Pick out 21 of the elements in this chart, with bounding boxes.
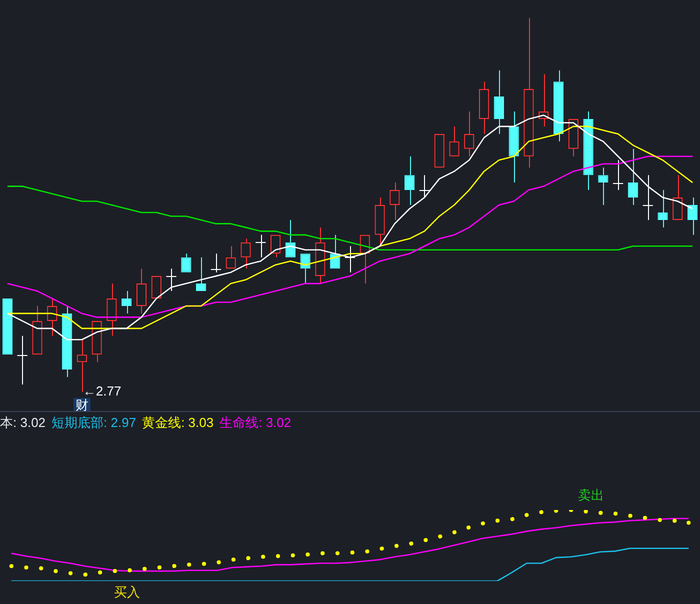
text: 卖出 <box>578 488 604 503</box>
candlestick <box>612 160 624 191</box>
candlestick <box>210 253 222 273</box>
candlestick <box>255 234 266 258</box>
text: 生命线: 3.02 <box>220 414 292 432</box>
text: 买入 <box>114 584 140 600</box>
candlestick <box>166 268 177 292</box>
text: 本: 3.02 <box>0 414 46 432</box>
candlestick <box>62 305 72 378</box>
text: 财 <box>75 398 88 413</box>
candlestick <box>553 70 564 142</box>
candlestick <box>418 174 430 198</box>
text: 黄金线: 3.03 <box>142 414 214 432</box>
candlestick <box>494 70 504 134</box>
candlestick <box>344 246 356 273</box>
candlestick <box>642 174 654 220</box>
candlestick <box>508 111 519 184</box>
candlestick <box>583 111 594 191</box>
candlestick <box>16 335 28 386</box>
annotation: ←2.77 <box>82 384 122 399</box>
text: 短期底部: 2.97 <box>52 414 136 432</box>
